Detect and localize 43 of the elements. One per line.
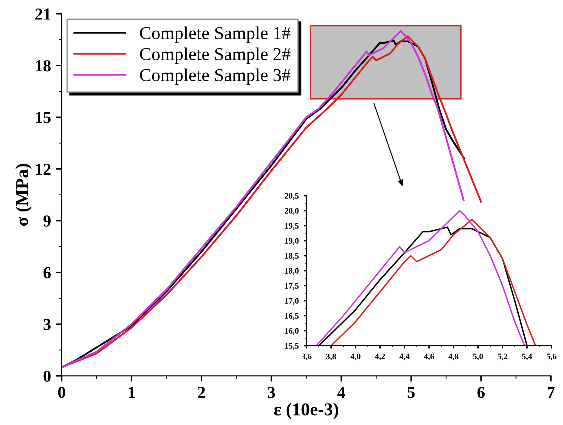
y-tick-label: 6 [44, 267, 52, 279]
y-tick-label: 19,5 [285, 223, 299, 230]
x-tick-label: 5,4 [522, 354, 532, 361]
x-tick-label: 3,8 [326, 354, 336, 361]
x-tick-label: 4,0 [350, 354, 361, 361]
y-tick-label: 17,0 [285, 298, 299, 306]
x-tick-label: 5,2 [498, 354, 508, 361]
x-tick-label: 4,2 [375, 354, 386, 361]
legend-label: Complete Sample 3# [140, 68, 291, 86]
y-tick-label: 9 [44, 216, 51, 227]
y-tick-label: 20,5 [284, 193, 299, 200]
x-tick-label: 4,4 [400, 354, 410, 361]
x-tick-label: 6 [478, 387, 485, 398]
x-tick-label: 4 [338, 387, 346, 398]
y-tick-label: 16,0 [285, 328, 299, 336]
legend-label: Complete Sample 1# [140, 26, 291, 44]
y-tick-label: 20,0 [284, 208, 299, 216]
y-tick-label: 18 [36, 60, 51, 72]
y-tick-label: 18,0 [285, 268, 299, 276]
y-axis-title: σ (MPa) [16, 164, 32, 226]
y-tick-label: 18,5 [285, 253, 299, 260]
x-tick-label: 4,6 [424, 354, 434, 361]
y-tick-label: 17,5 [285, 283, 299, 290]
y-tick-label: 3 [44, 319, 51, 330]
x-tick-label: 5,6 [546, 354, 557, 361]
x-tick-label: 5 [408, 387, 415, 398]
x-tick-label: 7 [548, 387, 555, 398]
x-tick-label: 3 [268, 387, 276, 398]
x-axis-title: ε (10e-3) [274, 403, 338, 420]
legend-label: Complete Sample 2# [140, 48, 291, 64]
y-tick-label: 15,5 [285, 343, 299, 350]
y-tick-label: 16,5 [285, 313, 299, 320]
y-tick-label: 0 [44, 370, 51, 382]
y-tick-label: 12 [36, 164, 51, 175]
x-tick-label: 3,6 [302, 354, 312, 361]
y-tick-label: 21 [36, 8, 51, 20]
x-tick-label: 0 [58, 387, 66, 398]
x-tick-label: 1 [128, 387, 136, 398]
x-tick-label: 4,8 [448, 354, 459, 361]
y-tick-label: 15 [36, 112, 51, 124]
x-tick-label: 5,0 [473, 354, 484, 361]
y-tick-label: 19,0 [285, 238, 299, 246]
x-tick-label: 2 [198, 387, 206, 398]
